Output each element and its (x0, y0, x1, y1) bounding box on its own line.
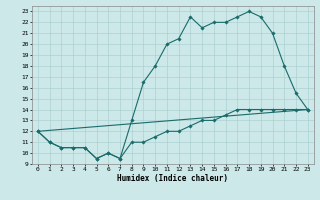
X-axis label: Humidex (Indice chaleur): Humidex (Indice chaleur) (117, 174, 228, 183)
